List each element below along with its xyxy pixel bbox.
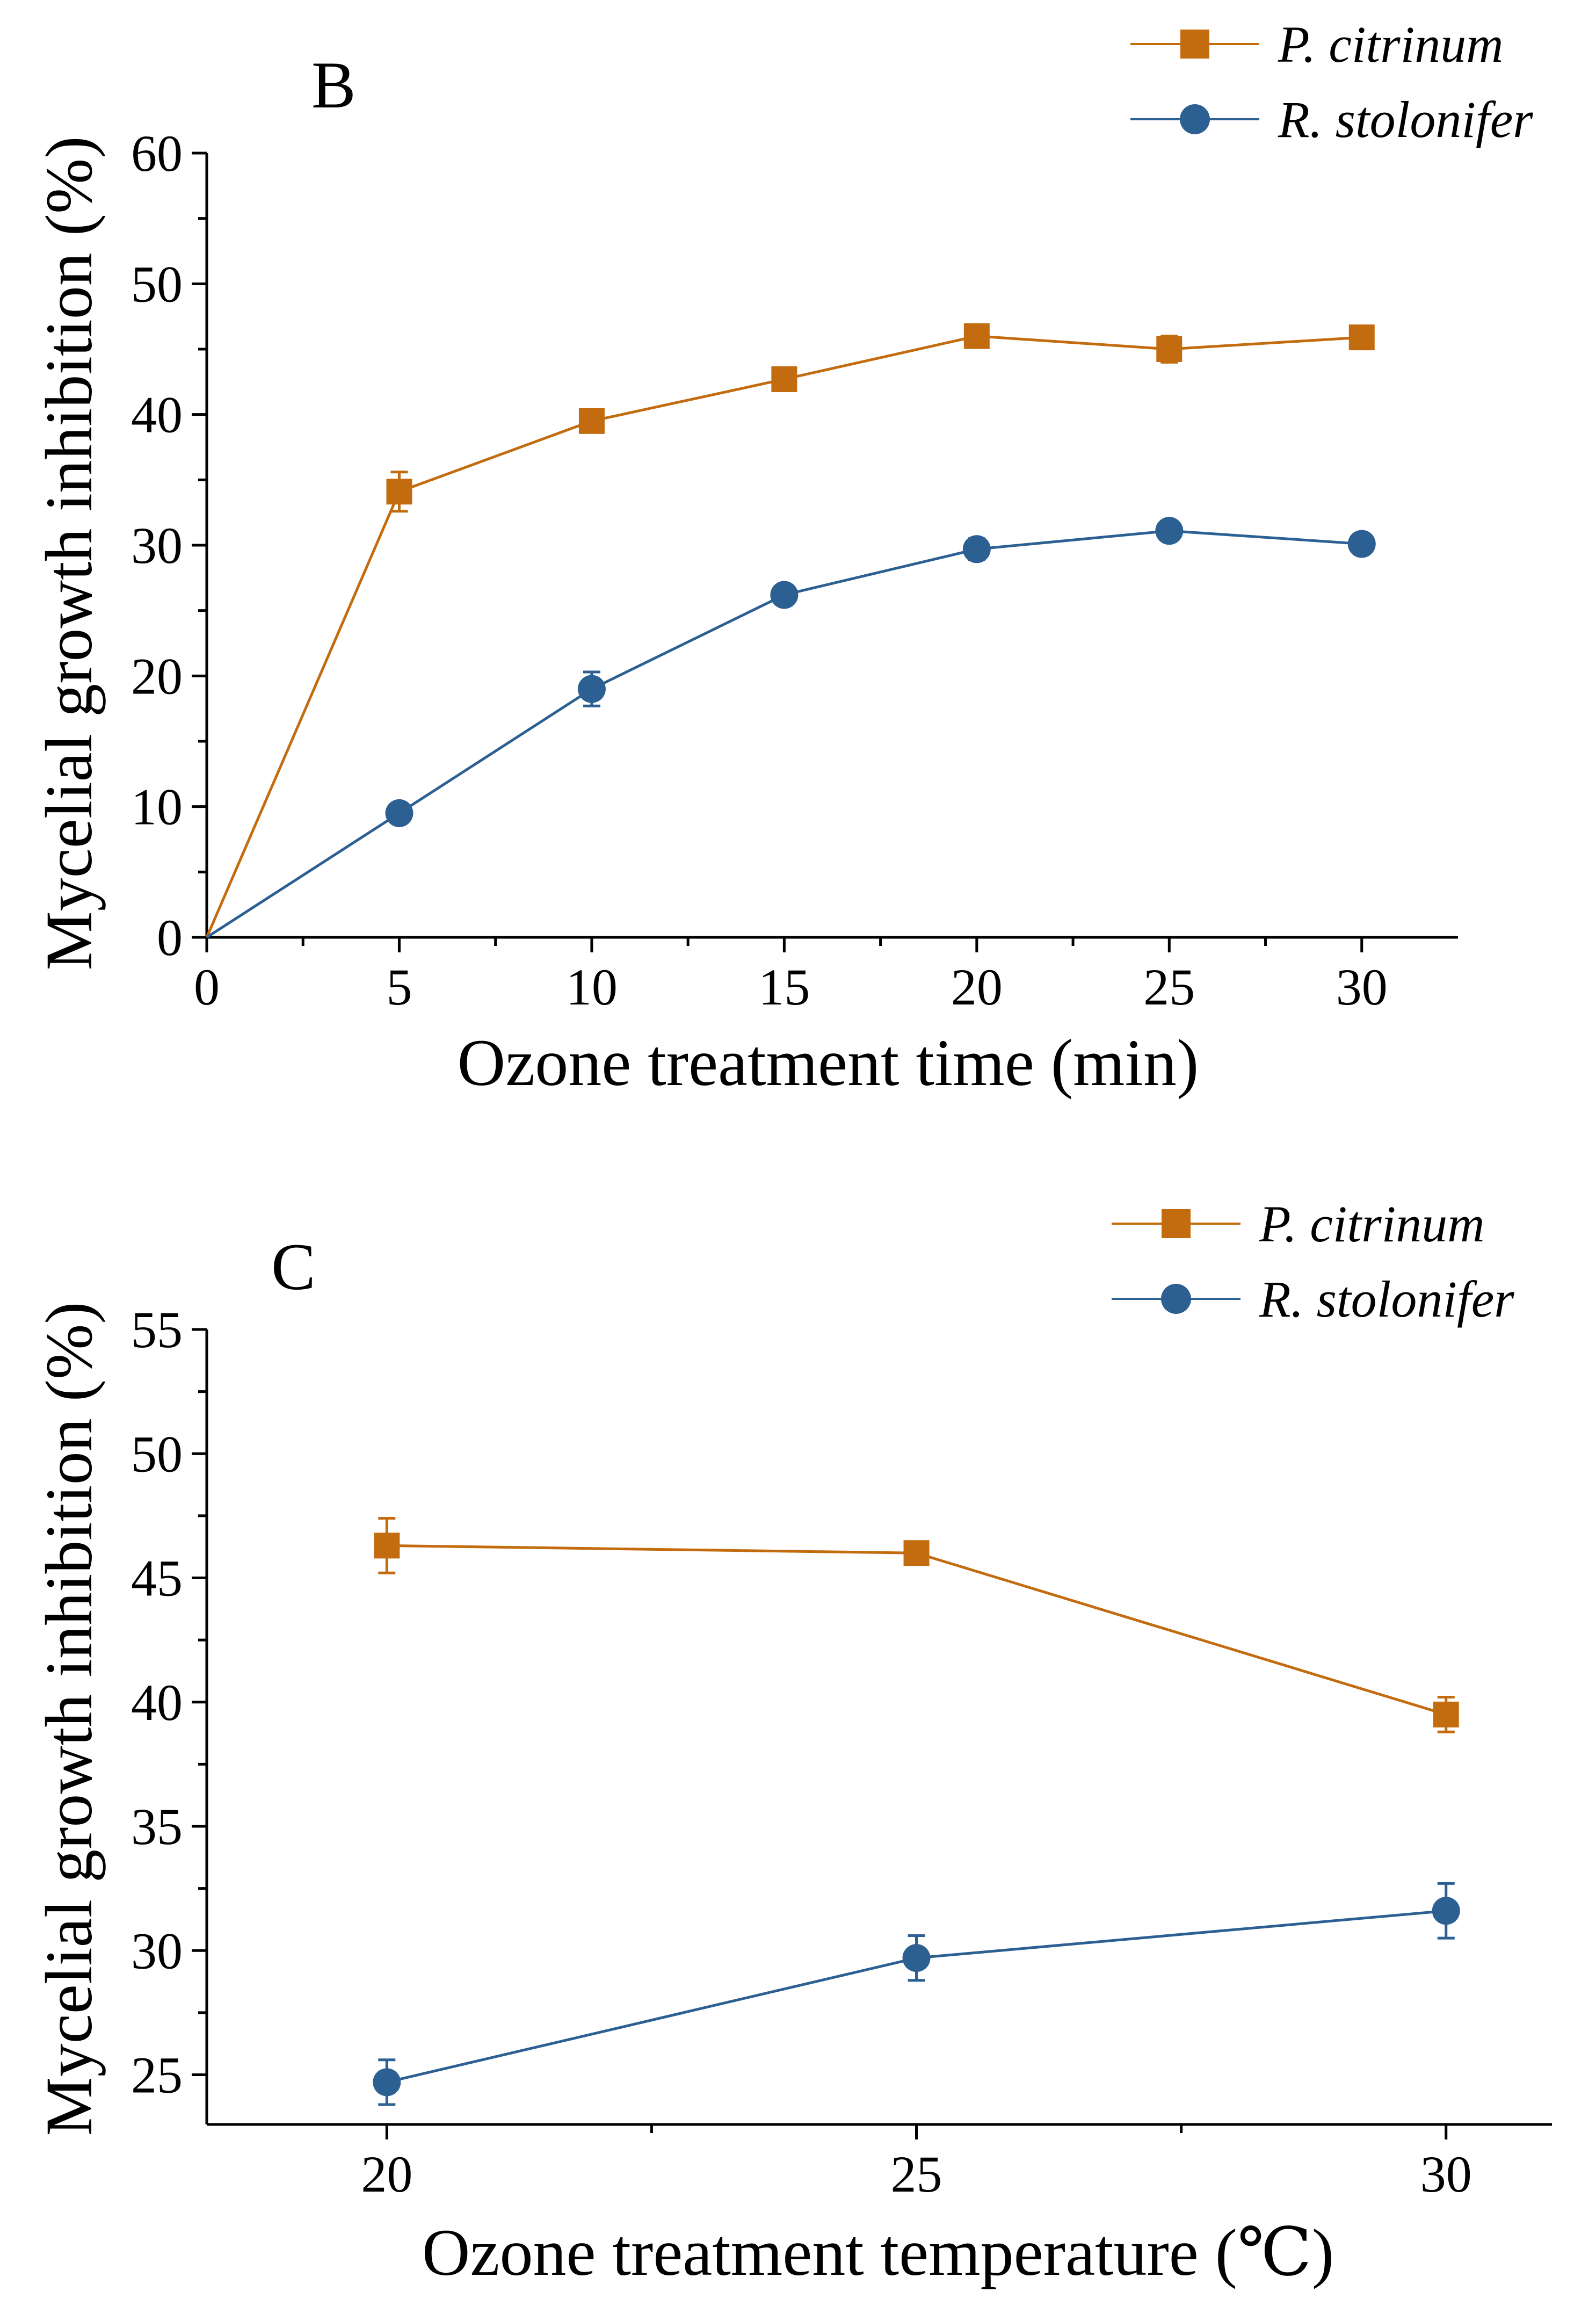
data-point-circle — [577, 675, 606, 703]
y-tick-label: 35 — [131, 1798, 183, 1855]
legend-item-r-stolonifer: R. stolonifer — [1130, 91, 1533, 148]
legend-circle-marker — [1180, 104, 1210, 134]
panel-b: B 0 10 20 30 40 50 60 0 5 10 15 20 25 30 Ozone treatm… — [32, 16, 1533, 1100]
x-tick-label: 10 — [566, 958, 618, 1016]
y-tick-label: 40 — [131, 386, 183, 444]
data-point-circle — [902, 1944, 931, 1972]
series-p-citrinum — [374, 1517, 1459, 1733]
series-p-citrinum — [205, 323, 1375, 938]
y-tick-label: 0 — [157, 909, 183, 966]
data-point-square — [1348, 324, 1375, 351]
x-axis-title: Ozone treatment temperature (℃) — [422, 2216, 1334, 2289]
y-tick-label: 55 — [131, 1301, 183, 1358]
x-tick-label: 25 — [891, 2145, 942, 2203]
y-tick-label: 20 — [131, 647, 183, 705]
legend-label: P. citrinum — [1278, 16, 1504, 73]
y-tick-label: 40 — [131, 1674, 183, 1731]
data-point-square — [771, 366, 797, 392]
x-tick-label: 20 — [361, 2145, 412, 2203]
x-axis-title: Ozone treatment time (min) — [458, 1026, 1199, 1100]
legend-square-marker — [1162, 1209, 1191, 1238]
legend-item-p-citrinum: P. citrinum — [1130, 16, 1504, 73]
data-point-square — [578, 408, 605, 434]
x-tick-label: 30 — [1336, 958, 1388, 1016]
x-tick-label: 25 — [1143, 958, 1195, 1016]
plot-area: 25 30 35 40 45 50 55 20 25 30 — [131, 1301, 1552, 2203]
y-tick-label: 50 — [131, 255, 183, 313]
panel-letter: C — [271, 1230, 316, 1304]
data-point-square — [963, 323, 990, 349]
legend-label: R. stolonifer — [1259, 1270, 1514, 1328]
legend: P. citrinum R. stolonifer — [1130, 16, 1533, 148]
y-tick-label: 30 — [131, 1922, 183, 1979]
data-point-circle — [1432, 1897, 1460, 1925]
data-point-circle — [373, 2068, 401, 2097]
legend-item-r-stolonifer: R. stolonifer — [1112, 1270, 1514, 1328]
x-tick-label: 15 — [758, 958, 810, 1016]
series-r-stolonifer — [373, 1882, 1460, 2106]
legend-label: P. citrinum — [1259, 1195, 1485, 1253]
legend: P. citrinum R. stolonifer — [1112, 1195, 1514, 1328]
y-axis-title: Mycelial growth inhibition (%) — [32, 136, 106, 970]
x-tick-label: 30 — [1420, 2145, 1472, 2203]
data-point-circle — [1347, 530, 1376, 558]
panel-letter: B — [311, 48, 356, 122]
y-axis-title: Mycelial growth inhibition (%) — [32, 1302, 106, 2136]
data-point-circle — [385, 799, 413, 827]
series-line — [205, 335, 1362, 938]
y-tick-label: 25 — [131, 2047, 183, 2104]
legend-item-p-citrinum: P. citrinum — [1112, 1195, 1485, 1253]
data-point-square — [374, 1532, 400, 1559]
series-line — [387, 1544, 1447, 1716]
legend-label: R. stolonifer — [1278, 91, 1533, 148]
series-r-stolonifer — [206, 517, 1376, 939]
x-tick-label: 0 — [194, 958, 220, 1016]
x-tick-label: 5 — [386, 958, 412, 1016]
panel-c: C 25 30 35 40 45 50 55 20 25 30 Ozone treatment t… — [32, 1195, 1552, 2289]
x-tick-label: 20 — [951, 958, 1003, 1016]
data-point-square — [386, 479, 412, 505]
y-tick-label: 10 — [131, 778, 183, 836]
data-point-circle — [770, 581, 799, 609]
legend-circle-marker — [1161, 1284, 1191, 1314]
data-point-square — [903, 1540, 930, 1566]
y-tick-label: 60 — [131, 125, 183, 182]
data-point-square — [1156, 336, 1183, 362]
plot-area: 0 10 20 30 40 50 60 0 5 10 15 20 25 30 — [131, 125, 1458, 1016]
y-tick-label: 45 — [131, 1550, 183, 1607]
data-point-circle — [1155, 517, 1184, 545]
data-point-square — [1433, 1701, 1459, 1727]
data-point-circle — [962, 535, 991, 563]
y-tick-label: 50 — [131, 1425, 183, 1483]
legend-square-marker — [1180, 30, 1209, 59]
y-tick-label: 30 — [131, 517, 183, 574]
